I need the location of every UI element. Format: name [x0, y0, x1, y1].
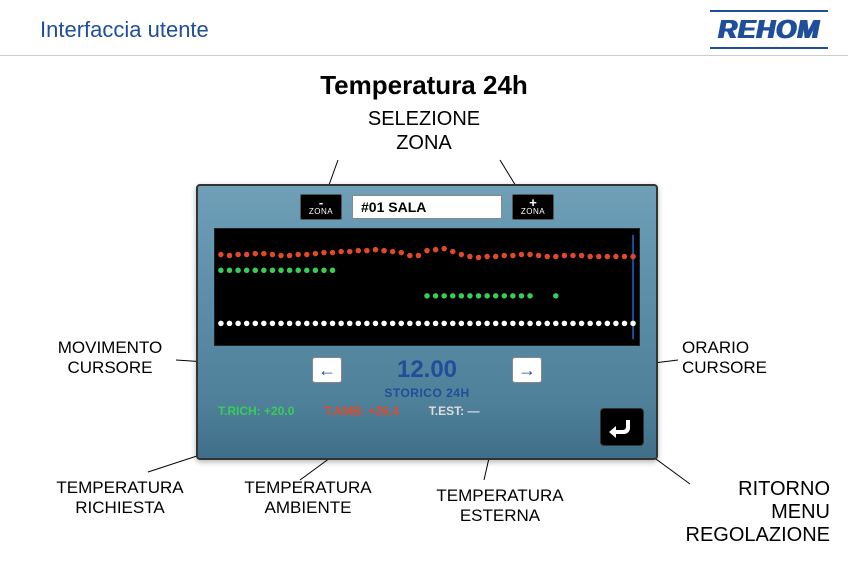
page-header: Interfaccia utente REHOM — [0, 0, 848, 56]
cursor-row: ← 12.00 → — [198, 356, 656, 384]
cursor-right-button[interactable]: → — [512, 357, 542, 383]
selezione-zona-label: SELEZIONE ZONA — [0, 107, 848, 155]
temp-ambiente-readout: T.AMB: +26.4 — [324, 404, 398, 418]
orario-cursore-label: ORARIO CURSORE — [682, 338, 812, 377]
temp-ambiente-label: TEMPERATURA AMBIENTE — [228, 478, 388, 517]
storico-label: STORICO 24H — [198, 386, 656, 400]
zone-plus-button[interactable]: + ZONA — [512, 194, 554, 220]
zone-selector-row: - ZONA #01 SALA + ZONA — [198, 186, 656, 224]
return-icon — [608, 414, 636, 440]
temperature-readout-row: T.RICH: +20.0 T.AMB: +26.4 T.EST: — — [198, 400, 656, 418]
temp-esterna-label: TEMPERATURA ESTERNA — [420, 486, 580, 525]
arrow-right-icon: → — [518, 360, 536, 381]
cursor-time-value: 12.00 — [382, 356, 472, 384]
header-title: Interfaccia utente — [40, 17, 209, 43]
back-button[interactable] — [600, 408, 644, 446]
temp-richiesta-label: TEMPERATURA RICHIESTA — [40, 478, 200, 517]
temp-esterna-readout: T.EST: — — [429, 404, 480, 418]
zone-minus-button[interactable]: - ZONA — [300, 194, 342, 220]
zone-display: #01 SALA — [352, 195, 502, 219]
arrow-left-icon: ← — [318, 360, 336, 381]
cursor-left-button[interactable]: ← — [312, 357, 342, 383]
brand-logo: REHOM — [710, 10, 828, 49]
temperature-chart — [214, 228, 640, 346]
device-panel: - ZONA #01 SALA + ZONA ← 12.00 → STORICO… — [196, 184, 658, 460]
movimento-cursore-label: MOVIMENTO CURSORE — [40, 338, 180, 377]
temp-richiesta-readout: T.RICH: +20.0 — [218, 404, 294, 418]
chart-svg — [215, 229, 639, 345]
ritorno-menu-label: RITORNO MENU REGOLAZIONE — [650, 478, 830, 547]
page-title: Temperatura 24h — [0, 70, 848, 101]
